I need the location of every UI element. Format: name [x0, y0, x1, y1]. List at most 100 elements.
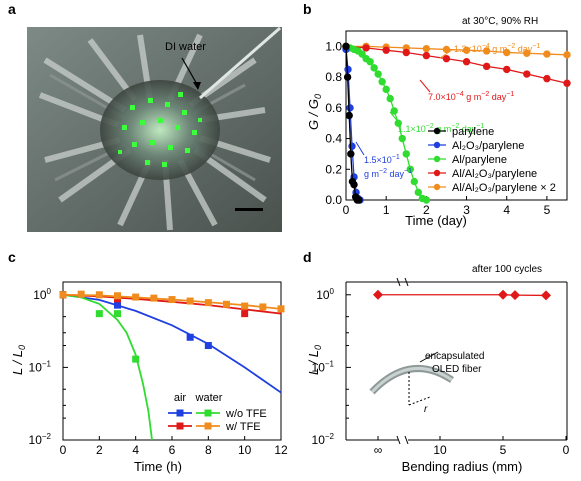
plot-b-legend-label: parylene — [452, 126, 494, 138]
plot-c-legend-marker-air — [176, 422, 184, 430]
plot-b-data-point — [382, 46, 390, 54]
plot-d-ytick-label: 10−2 — [312, 432, 335, 447]
plot-b-data-point — [442, 54, 451, 63]
plot-c-data-point — [95, 291, 103, 299]
plot-b-data-point — [374, 70, 382, 78]
plot-c-data-point — [114, 310, 121, 318]
plot-b-xtick-label: 3 — [463, 203, 470, 217]
plot-d-xtick-label: ∞ — [374, 443, 383, 457]
plot-b-legend-label: Al/Al₂O₃/parylene × 2 — [452, 182, 556, 194]
panel-a-letter: a — [8, 1, 16, 17]
panel-a-photo: DI water — [27, 26, 282, 232]
plot-c-data-point — [59, 291, 67, 299]
plot-b-data-point — [410, 177, 419, 186]
plot-d-ytick-label: 100 — [316, 287, 334, 302]
svg-text:L / L0: L / L0 — [306, 345, 323, 375]
plot-c-legend-water-header: water — [195, 392, 223, 404]
plot-b-data-point — [563, 79, 571, 87]
panel-b-condition-note: at 30°C, 90% RH — [462, 16, 538, 27]
plot-b-data-point — [414, 188, 423, 197]
plot-b-data-point — [402, 48, 410, 57]
plot-c-legend-marker-air — [176, 409, 184, 417]
panel-d-ylabel-sub: 0 — [313, 345, 323, 350]
plot-b-legend-marker — [433, 141, 441, 149]
plot-b-annotation-2: 7.0×10−4 g m−2 day−1 — [428, 91, 514, 102]
panel-b-ylabel-sub: 0 — [313, 94, 323, 99]
plot-b-data-point — [343, 73, 352, 81]
plot-b-annotation-1-arrow — [439, 49, 453, 59]
plot-b-xtick-label: 1 — [383, 203, 390, 217]
plot-b-data-point — [344, 65, 352, 74]
plot-b-data-point — [347, 150, 355, 158]
plot-d-series-line — [378, 294, 547, 297]
plot-b-annotation-4a: 1.5×10−1 — [364, 154, 400, 165]
plot-b-data-point — [390, 107, 398, 115]
plot-b-data-point — [523, 49, 531, 57]
plot-b-data-point — [398, 134, 406, 143]
plot-c-data-point — [277, 305, 285, 313]
plot-c-legend-marker-water — [204, 409, 212, 417]
plot-b-data-point — [503, 48, 511, 57]
plot-b-annotation-3-arrow — [389, 111, 401, 125]
panel-b-ylabel-main: G / G — [306, 99, 321, 130]
plot-b-data-point — [378, 78, 386, 86]
panel-b-xlabel: Time (day) — [405, 213, 467, 228]
plot-c-fit-line — [62, 293, 153, 441]
plot-b-data-point — [543, 50, 551, 58]
plot-b-data-point — [394, 119, 402, 127]
plot-c-xtick-label: 8 — [205, 443, 212, 457]
plot-c-fit-line — [62, 293, 282, 394]
plot-b-ytick-label: 0.6 — [325, 101, 342, 115]
plot-d-axis-break-bottom — [396, 435, 409, 445]
plot-c-data-point — [204, 342, 212, 350]
plot-b-data-point — [442, 45, 451, 54]
plot-b-legend-label: Al/parylene — [452, 154, 507, 166]
plot-b-ytick-label: 1.0 — [325, 39, 342, 53]
panel-d-xlabel: Bending radius (mm) — [402, 459, 523, 474]
plot-c-data-point — [223, 300, 230, 308]
plot-c-data-point — [168, 296, 176, 304]
plot-b-data-point — [355, 196, 363, 204]
plot-b-data-point — [422, 196, 431, 204]
plot-b-data-point — [386, 94, 394, 103]
svg-text:G / G0: G / G0 — [306, 94, 323, 130]
plot-b-annotation-3: 1.1×10−2 g m−2 day−1 — [398, 123, 484, 134]
plot-b-data-point — [462, 46, 471, 54]
plot-b-xtick-label: 4 — [503, 203, 510, 217]
panel-d-inset-text-1: encapsulated — [425, 351, 485, 362]
plot-b-data-point — [402, 150, 410, 158]
panel-c-xlabel: Time (h) — [134, 459, 182, 474]
plot-b-data-point — [370, 64, 378, 72]
panel-d-letter: d — [303, 249, 312, 265]
plot-b-legend-marker — [433, 183, 441, 191]
plot-b-data-point — [503, 65, 511, 74]
plot-b-data-point — [523, 70, 531, 78]
plot-d-xtick-label: 10 — [433, 443, 447, 457]
plot-c-legend-label: w/o TFE — [225, 408, 267, 420]
svg-text:L / L0: L / L0 — [10, 345, 27, 375]
plot-b-data-point — [543, 74, 551, 83]
plot-c-data-point — [204, 299, 212, 307]
plot-b-annotation-4-arrow — [355, 141, 365, 156]
plot-d-xtick-label: 0 — [563, 443, 570, 457]
plot-c-data-point — [241, 310, 249, 318]
plot-b-data-point — [406, 165, 414, 173]
plot-c-ytick-label: 100 — [33, 287, 51, 302]
plot-c-xtick-label: 10 — [238, 443, 252, 457]
plot-b-legend-label: Al₂O₃/parylene — [452, 140, 524, 152]
plot-b-xtick-label: 0 — [343, 203, 350, 217]
plot-b-ytick-label: 0.2 — [325, 162, 342, 176]
plot-b-data-point — [358, 50, 366, 58]
plot-c-data-point — [186, 333, 194, 341]
plot-b: 0 1 2 3 4 5 0.0 0.2 0.4 0.6 0.8 1.0 1.2×10−4 g m−2 d… — [325, 30, 571, 217]
panel-d-inset-r: r — [424, 404, 428, 415]
plot-d-xtick-label: 5 — [500, 443, 507, 457]
panel-d-ylabel: L / L0 — [306, 345, 323, 375]
panel-d-condition-note: after 100 cycles — [472, 264, 542, 275]
panel-d-inset-fiber — [369, 351, 454, 406]
plot-c-data-point — [241, 302, 249, 310]
plot-c-data-point — [132, 293, 140, 301]
panel-d-inset-text-2: OLED fiber — [432, 364, 482, 375]
plot-c-legend-air-header: air — [174, 392, 187, 404]
